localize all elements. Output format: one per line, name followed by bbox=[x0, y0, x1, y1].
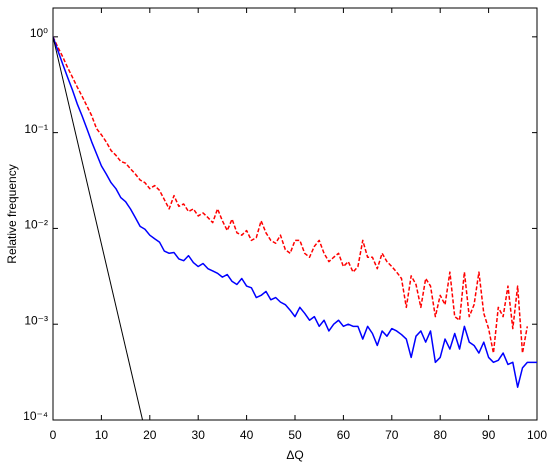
x-tick-label: 90 bbox=[482, 428, 496, 442]
x-tick-label: 50 bbox=[288, 428, 302, 442]
y-tick-label: 10⁻⁴ bbox=[23, 409, 48, 423]
x-tick-label: 0 bbox=[50, 428, 57, 442]
y-axis-label: Relative frequency bbox=[5, 164, 19, 263]
x-tick-label: 70 bbox=[385, 428, 399, 442]
y-tick-label: 10⁻³ bbox=[24, 313, 48, 327]
x-tick-label: 20 bbox=[143, 428, 157, 442]
x-tick-label: 60 bbox=[337, 428, 351, 442]
x-tick-label: 80 bbox=[434, 428, 448, 442]
x-tick-label: 40 bbox=[240, 428, 254, 442]
y-tick-label: 10⁻² bbox=[24, 218, 48, 232]
plot-lines bbox=[53, 37, 537, 420]
y-tick-label: 10⁰ bbox=[30, 26, 48, 40]
x-tick-label: 30 bbox=[192, 428, 206, 442]
data-line bbox=[53, 36, 144, 420]
x-tick-label: 10 bbox=[95, 428, 109, 442]
y-tick-label: 10⁻¹ bbox=[24, 122, 48, 136]
x-tick-label: 100 bbox=[527, 428, 547, 442]
x-axis-label: ΔQ bbox=[286, 448, 303, 462]
data-line bbox=[53, 36, 537, 388]
